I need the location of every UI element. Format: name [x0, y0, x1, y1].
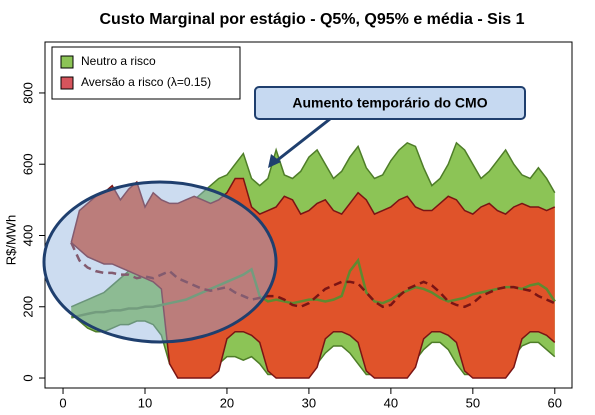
x-tick-label: 40 — [384, 395, 398, 410]
x-tick-label: 60 — [548, 395, 562, 410]
callout-text: Aumento temporário do CMO — [292, 95, 487, 111]
mean-line — [70, 242, 556, 309]
callout-arrowhead — [268, 154, 281, 168]
legend-box — [51, 46, 241, 100]
x-tick-label: 50 — [466, 395, 480, 410]
x-tick-label: 10 — [138, 395, 152, 410]
legend-swatch — [60, 55, 74, 69]
y-tick-label: 600 — [20, 153, 35, 175]
quantile-band — [71, 178, 555, 379]
callout-box — [254, 86, 526, 120]
x-tick-label: 30 — [302, 395, 316, 410]
y-axis-label: R$/MWh — [3, 215, 18, 266]
highlight-ellipse — [42, 180, 278, 344]
legend-label: Aversão a risco (λ=0.15) — [81, 75, 211, 89]
x-tick-label: 20 — [220, 395, 234, 410]
y-tick-label: 400 — [20, 225, 35, 247]
q5-line — [70, 242, 556, 379]
callout-arrow — [274, 117, 331, 164]
plot-area — [70, 141, 556, 379]
chart-title: Custo Marginal por estágio - Q5%, Q95% e… — [100, 11, 525, 28]
legend-swatch — [60, 76, 74, 90]
x-tick-label: 0 — [59, 395, 66, 410]
legend: Neutro a risco Aversão a risco (λ=0.15) — [51, 46, 241, 100]
y-tick-label: 800 — [20, 82, 35, 104]
legend-label: Neutro a risco — [81, 54, 156, 68]
q95-line — [70, 177, 556, 243]
y-tick-label: 0 — [20, 374, 35, 381]
y-tick-label: 200 — [20, 296, 35, 318]
